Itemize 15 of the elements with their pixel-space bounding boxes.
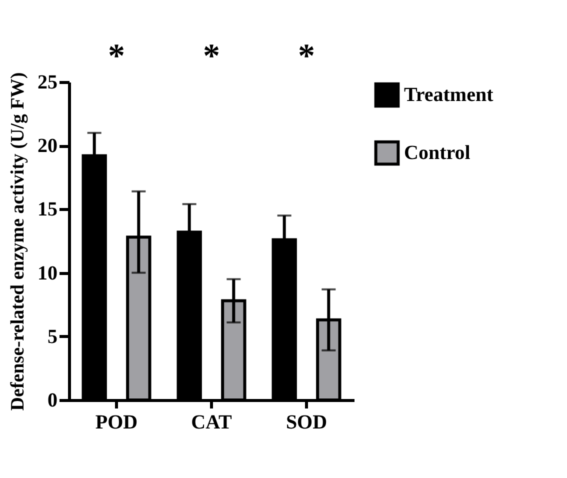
legend-label: Treatment (404, 84, 494, 106)
text: * (108, 38, 125, 75)
y-tick-label: 25 (38, 72, 58, 94)
x-tick-label: CAT (191, 412, 233, 434)
text: * (298, 38, 315, 75)
y-tick-label: 10 (38, 262, 58, 284)
text: * (203, 38, 220, 75)
y-tick-label: 15 (38, 198, 58, 221)
y-axis-title: Defense-related enzyme activity (U/g FW) (8, 72, 28, 411)
x-tick-label: POD (95, 412, 138, 434)
legend-label: Control (404, 142, 471, 164)
y-tick-label: 5 (48, 326, 58, 348)
x-tick-label: SOD (286, 412, 328, 434)
y-tick-label: 0 (48, 390, 58, 412)
y-tick-label: 20 (38, 135, 58, 158)
